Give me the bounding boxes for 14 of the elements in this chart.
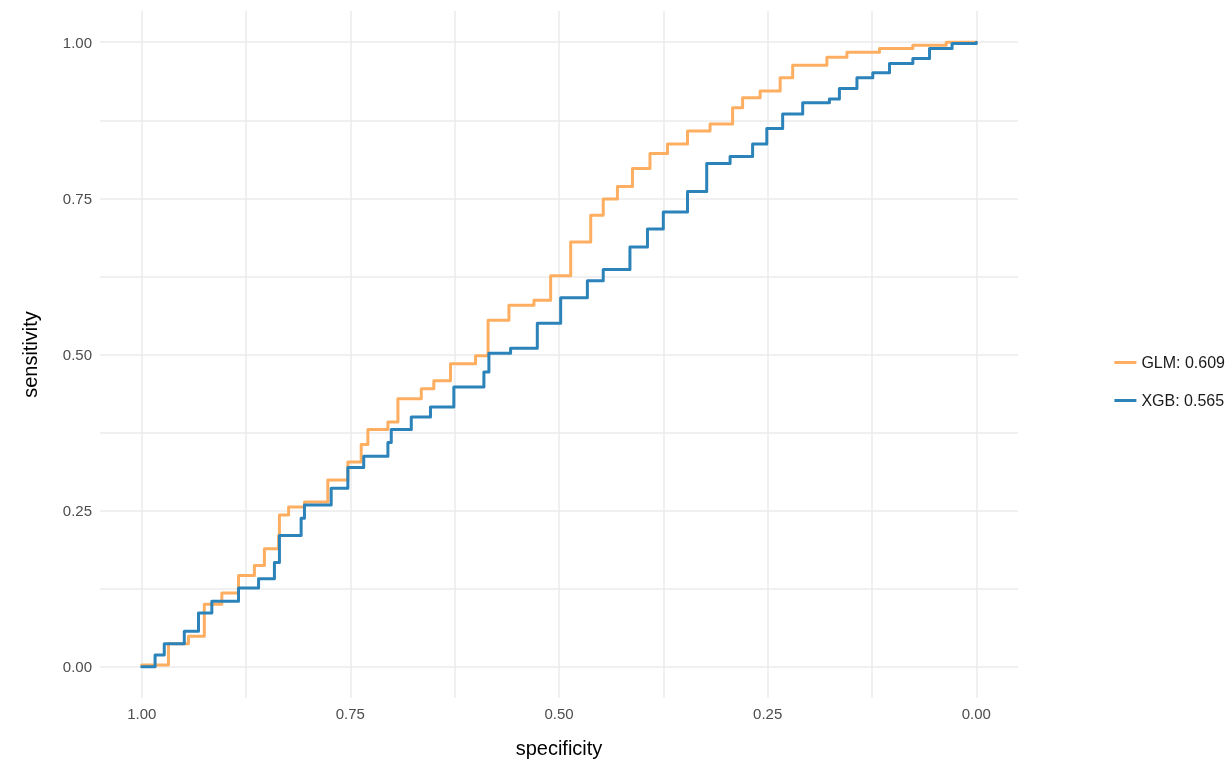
x-tick-label: 0.00 [961, 705, 991, 722]
x-axis-title: specificity [515, 737, 603, 759]
x-tick-label: 1.00 [127, 705, 157, 722]
y-tick-label: 0.75 [62, 189, 92, 207]
y-axis-title: sensitivity [19, 311, 41, 398]
x-tick-label: 0.50 [544, 705, 574, 722]
x-tick-label: 0.25 [753, 705, 783, 722]
y-tick-label: 1.00 [62, 33, 92, 51]
x-tick-label: 0.75 [335, 705, 365, 722]
y-tick-label: 0.00 [62, 658, 92, 676]
legend-label: XGB: 0.565 [1141, 392, 1225, 409]
legend-label: GLM: 0.609 [1141, 354, 1226, 371]
y-tick-label: 0.50 [62, 346, 92, 363]
y-tick-label: 0.25 [62, 502, 92, 520]
